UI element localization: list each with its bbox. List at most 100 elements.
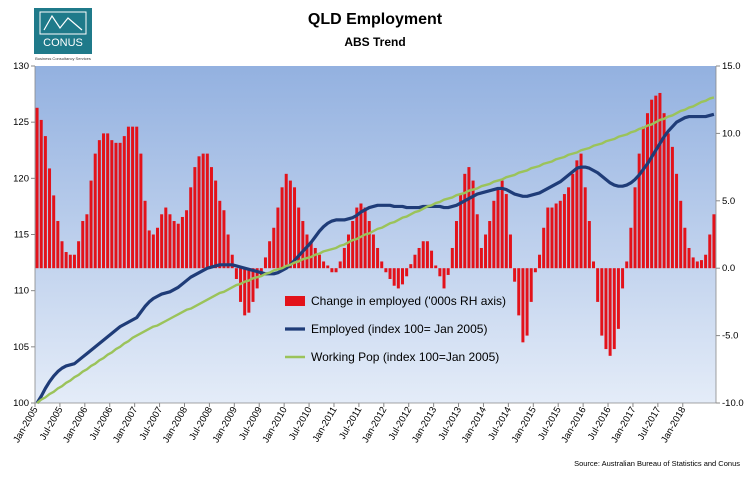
bar (571, 173, 575, 269)
legend-label: Change in employed ('000s RH axis) (311, 294, 506, 308)
bar (670, 146, 674, 269)
x-tick-label: Jan-2013 (410, 405, 439, 445)
bar (633, 187, 637, 269)
x-tick-label: Jan-2008 (161, 405, 190, 445)
bar (72, 254, 76, 269)
bar (367, 221, 371, 269)
bar (413, 254, 417, 269)
bar (284, 173, 288, 269)
bar (538, 254, 542, 269)
bar (89, 180, 93, 269)
bar (106, 133, 110, 269)
bar (392, 268, 396, 286)
bar (450, 247, 454, 269)
bar (442, 268, 446, 289)
bar (222, 210, 226, 269)
bar (226, 234, 230, 269)
bar (139, 153, 143, 269)
bar (209, 167, 213, 269)
bar (172, 221, 176, 269)
bar (434, 265, 438, 269)
bar (122, 136, 126, 269)
bar (168, 214, 172, 269)
line (35, 112, 715, 404)
x-tick-label: Jul-2007 (137, 405, 165, 442)
bar (48, 168, 52, 269)
bar (151, 234, 155, 269)
bar (608, 268, 612, 356)
bar (658, 92, 662, 269)
bar (488, 221, 492, 269)
bar (313, 247, 317, 269)
bar (400, 268, 404, 285)
bar (388, 268, 392, 279)
bar (280, 187, 284, 269)
bar (554, 203, 558, 269)
bar (500, 180, 504, 269)
bar (272, 227, 276, 269)
bar (243, 268, 247, 316)
bar (147, 230, 151, 269)
bar (496, 187, 500, 269)
bar (347, 234, 351, 269)
legend-swatch (285, 296, 305, 306)
legend: Change in employed ('000s RH axis) Employ… (285, 294, 506, 364)
x-tick-label: Jan-2009 (211, 405, 240, 445)
x-tick-label: Jul-2016 (586, 405, 614, 442)
bar (533, 268, 537, 273)
chart-subtitle: ABS Trend (344, 35, 405, 49)
y-tick-label: 115 (14, 230, 29, 241)
bar (201, 153, 205, 269)
x-tick-label: Jul-2011 (337, 405, 364, 441)
bar (114, 142, 118, 269)
bar (683, 227, 687, 269)
bar (562, 194, 566, 269)
y-tick-label: 120 (13, 173, 29, 184)
bar (363, 207, 367, 269)
bar (645, 113, 649, 269)
bar (675, 173, 679, 269)
bar (504, 194, 508, 269)
bar (704, 254, 708, 269)
x-tick-label: Jan-2018 (659, 405, 688, 445)
bar (430, 250, 434, 269)
bar (301, 221, 305, 269)
x-tick-label: Jan-2015 (510, 405, 539, 445)
bar (185, 210, 189, 269)
bar (35, 107, 39, 269)
bar (143, 200, 147, 269)
bar (330, 268, 334, 273)
bar (421, 241, 425, 269)
bar (629, 227, 633, 269)
bar (317, 254, 321, 269)
bar (492, 200, 496, 269)
bar (384, 268, 388, 273)
x-tick-label: Jul-2013 (436, 405, 464, 442)
bar (579, 153, 583, 269)
bar (39, 119, 43, 269)
bar (654, 95, 658, 269)
bar (592, 261, 595, 269)
bar (517, 268, 521, 316)
bar (189, 187, 193, 269)
line (36, 96, 715, 404)
legend-label: Employed (index 100= Jan 2005) (311, 322, 487, 336)
bar (525, 268, 529, 336)
bar (288, 180, 292, 269)
bar (380, 261, 384, 269)
bar (484, 234, 488, 269)
bar (475, 214, 479, 269)
bar (637, 153, 641, 269)
bar (695, 261, 699, 269)
bar (662, 113, 666, 269)
bar (405, 268, 409, 277)
source-note: Source: Australian Bureau of Statistics … (574, 459, 740, 468)
bar (334, 268, 338, 273)
y-tick-label: 110 (14, 286, 29, 297)
bar (467, 167, 471, 269)
bar (230, 254, 234, 269)
bar (409, 264, 413, 269)
bar (558, 200, 562, 269)
